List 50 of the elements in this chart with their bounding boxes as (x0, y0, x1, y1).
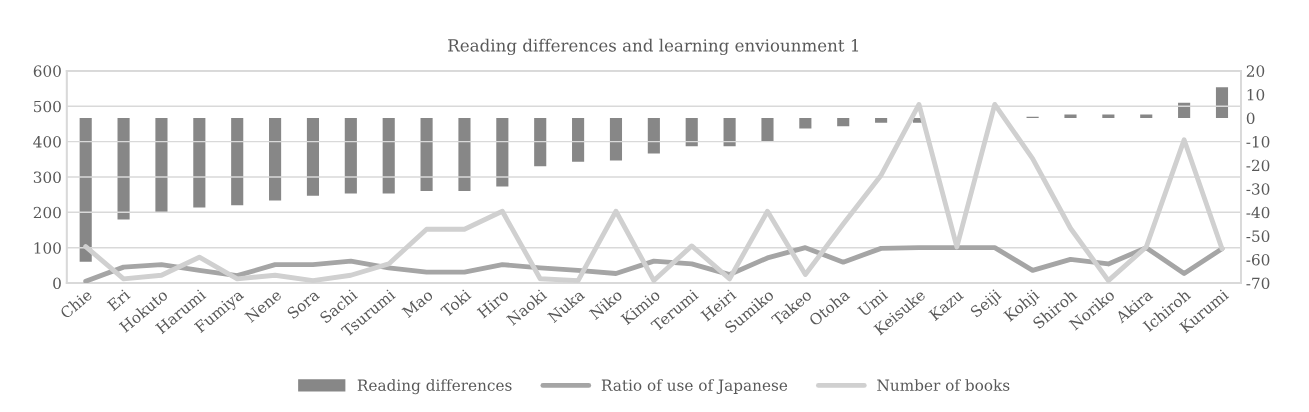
bar (837, 118, 850, 127)
bar (647, 118, 660, 154)
y-tick-label: 500 (34, 100, 61, 113)
bar (420, 118, 433, 192)
bar (875, 118, 888, 123)
y-tick-label: 400 (33, 136, 61, 148)
y2-tick-label: 0 (1246, 112, 1255, 125)
bar (155, 118, 168, 213)
y2-tick-label: -20 (1246, 159, 1270, 172)
bar (534, 118, 547, 167)
chart-title: Reading differences and learning enviounment 1 (448, 38, 859, 56)
bar (799, 118, 812, 129)
bar (269, 118, 282, 201)
bar (685, 118, 698, 147)
bar (79, 118, 92, 262)
y-tick-label: 100 (34, 242, 61, 254)
y2-tick-label: 10 (1247, 88, 1265, 101)
line-series (83, 245, 1225, 284)
bar (344, 118, 357, 194)
bar (1178, 102, 1191, 119)
y2-tick-label: -50 (1246, 230, 1270, 242)
y-tick-label: 0 (53, 277, 61, 290)
y-tick-label: 200 (33, 206, 61, 219)
bar (1215, 87, 1229, 119)
y2-tick-label: -70 (1246, 277, 1270, 290)
bar (572, 118, 585, 162)
x-tick-label: Chie (59, 288, 93, 320)
y2-tick-label: 20 (1246, 65, 1265, 77)
bar (306, 118, 320, 196)
bar (231, 118, 244, 206)
bar (723, 118, 736, 147)
bar (458, 118, 471, 192)
y-tick-label: 300 (33, 171, 61, 183)
bar (382, 118, 395, 194)
legend-label: Number of books (877, 379, 1010, 391)
bar (496, 118, 509, 187)
bar (193, 118, 206, 208)
legend-label: Ratio of use of Japanese (601, 379, 788, 394)
bar (1140, 114, 1153, 119)
y2-tick-label: -10 (1246, 136, 1270, 148)
y-tick-label: 600 (33, 65, 61, 77)
y2-tick-label: -60 (1246, 253, 1270, 266)
bar (761, 118, 774, 142)
legend-label: Reading differences (357, 379, 512, 395)
y2-tick-label: -30 (1246, 183, 1270, 195)
bar (117, 118, 130, 220)
y2-tick-label: -40 (1246, 206, 1270, 219)
bar (1102, 114, 1115, 119)
bar (1064, 114, 1077, 119)
bar (609, 118, 623, 161)
